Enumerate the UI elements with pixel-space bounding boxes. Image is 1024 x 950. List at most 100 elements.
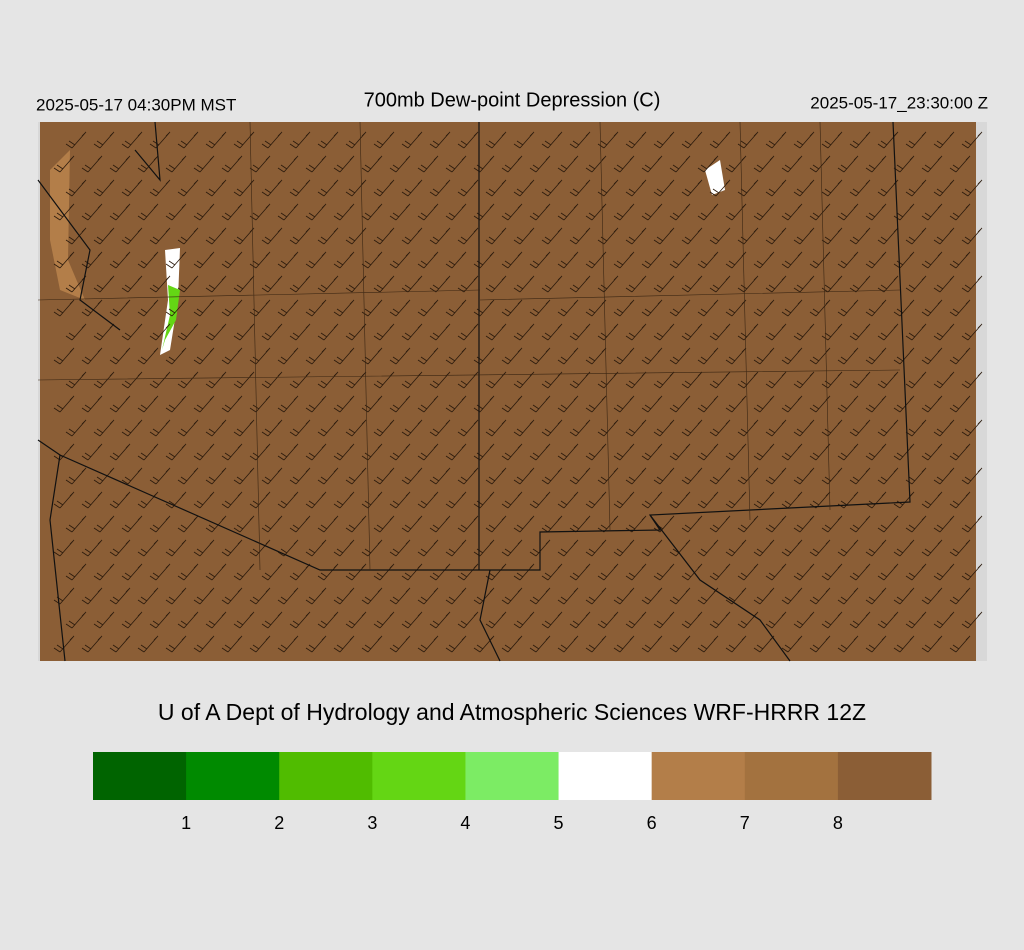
wind-barb [121,323,143,341]
wind-barb [669,155,691,173]
wind-barb [697,203,719,221]
wind-barb [893,395,915,413]
wind-barb [725,635,747,653]
wind-barb [781,395,803,413]
wind-barb [445,587,467,605]
wind-barb [137,491,159,509]
wind-barb [737,371,759,389]
wind-barb [317,467,339,485]
wind-barb [765,131,787,149]
wind-barb [613,347,635,365]
wind-barb [121,563,143,581]
map-title: 700mb Dew-point Depression (C) [364,89,661,111]
wind-barb [933,563,955,581]
wind-barb [177,227,199,245]
wind-barb [317,515,339,533]
wind-barb [877,323,899,341]
wind-barb [289,515,311,533]
wind-barb [473,203,495,221]
wind-barb [221,443,243,461]
wind-barb [949,443,971,461]
wind-barb [865,539,887,557]
wind-barb [137,443,159,461]
wind-barb [193,587,215,605]
wind-barb [725,203,747,221]
wind-barb [653,563,675,581]
wind-barb [837,491,859,509]
wind-barb [709,179,731,197]
wind-barb [529,395,551,413]
wind-barb [389,443,411,461]
wind-barb [81,587,103,605]
wind-barb [597,467,619,485]
wind-barb [821,227,843,245]
wind-barb [625,611,647,629]
wind-barb [305,443,327,461]
wind-barb [725,347,747,365]
wind-barb [401,515,423,533]
colorbar-box [558,752,653,800]
wind-barb [513,467,535,485]
wind-barb [597,371,619,389]
wind-barb [905,179,927,197]
wind-barb [921,347,943,365]
wind-barb [445,443,467,461]
wind-barb [305,155,327,173]
valid-local-time: 2025-05-17 04:30PM MST [36,95,236,114]
wind-barb [149,131,171,149]
wind-barb [137,395,159,413]
wind-barb [53,347,75,365]
moist-patch [162,285,180,350]
wind-barb [305,491,327,509]
wind-barb [961,467,983,485]
wind-barb [53,443,75,461]
wind-barb [361,347,383,365]
wind-barb [121,515,143,533]
wind-barb [753,155,775,173]
wind-barb [753,395,775,413]
wind-barb [305,635,327,653]
wind-barb [177,419,199,437]
wind-barb [669,443,691,461]
wind-barb [149,179,171,197]
wind-barb [193,347,215,365]
wind-barb [233,275,255,293]
wind-barb [697,539,719,557]
wind-barb [429,419,451,437]
wind-barb [65,515,87,533]
wind-barb [809,443,831,461]
wind-barb [597,419,619,437]
wind-barb [401,323,423,341]
wind-barb [345,323,367,341]
wind-barb [361,299,383,317]
wind-barb [485,227,507,245]
wind-barb [121,419,143,437]
wind-barb [345,275,367,293]
wind-barb [933,275,955,293]
wind-barb [709,515,731,533]
colorbar-tick-label: 3 [367,813,377,833]
wind-barb [233,515,255,533]
wind-barb [457,323,479,341]
wind-barb [781,539,803,557]
wind-barb [205,371,227,389]
wind-barb [177,515,199,533]
wind-barb [429,275,451,293]
wind-barb [653,131,675,149]
wind-barb [641,587,663,605]
wind-barb [317,611,339,629]
wind-barb [569,467,591,485]
wind-barb [277,347,299,365]
wind-barb [529,443,551,461]
wind-barb [625,419,647,437]
wind-barb [389,395,411,413]
wind-barb [585,251,607,269]
wind-barb [317,371,339,389]
wind-barb [81,299,103,317]
wind-barb [289,467,311,485]
wind-barb [557,539,579,557]
wind-barb [653,467,675,485]
moist-patch [705,160,725,195]
wind-barb [681,515,703,533]
wind-barb [109,299,131,317]
